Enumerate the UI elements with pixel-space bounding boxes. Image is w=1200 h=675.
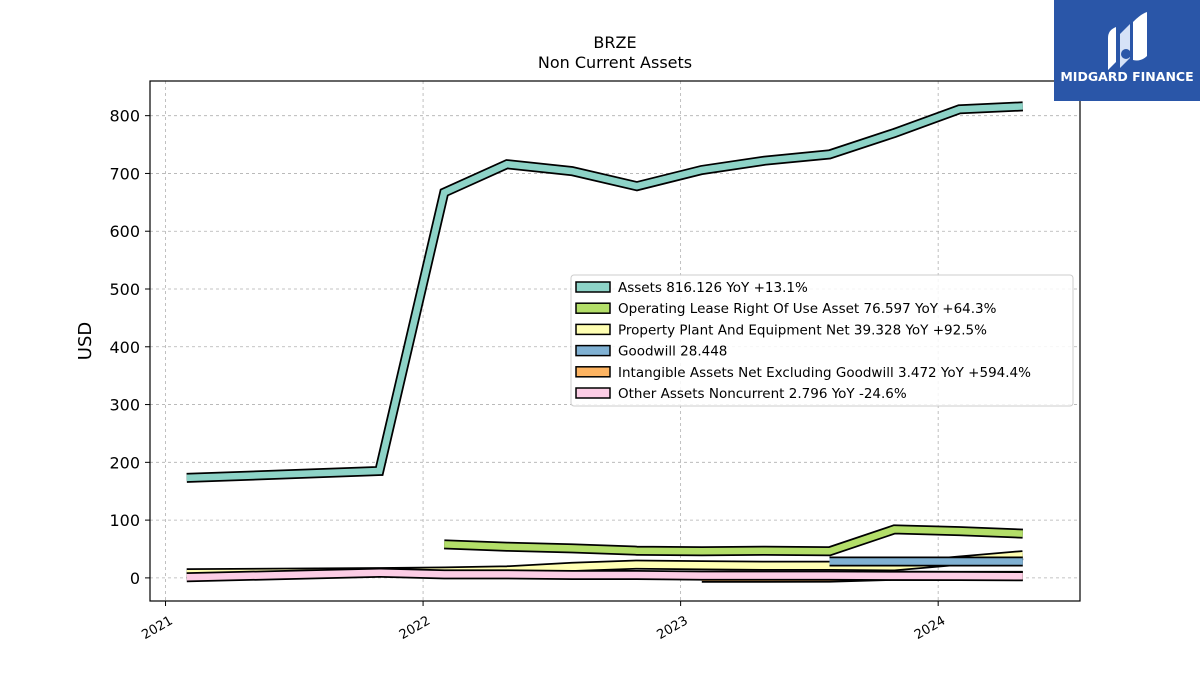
y-tick-label: 500 xyxy=(109,280,140,299)
legend-label: Other Assets Noncurrent 2.796 YoY -24.6% xyxy=(618,386,907,402)
x-tick-label: 2023 xyxy=(654,613,690,643)
legend-label: Assets 816.126 YoY +13.1% xyxy=(618,280,808,296)
series-line-fill xyxy=(186,569,1023,581)
legend-swatch xyxy=(575,344,611,357)
plot-frame xyxy=(149,80,1081,602)
y-tick-label: 100 xyxy=(109,511,140,530)
y-tick-label: 800 xyxy=(109,107,140,126)
chart-subtitle: Non Current Assets xyxy=(538,53,692,72)
logo: MIDGARD FINANCE xyxy=(1054,0,1200,101)
series-line xyxy=(444,524,1023,557)
logo-text: MIDGARD FINANCE xyxy=(1060,69,1193,84)
legend-box xyxy=(570,274,1074,407)
legend-swatch xyxy=(575,281,611,293)
series-line xyxy=(186,101,1024,483)
legend-label: Goodwill 28.448 xyxy=(618,344,727,360)
series-line-fill xyxy=(444,526,1023,555)
y-tick-label: 200 xyxy=(109,453,140,472)
series-line-fill xyxy=(186,103,1023,482)
chart-title: BRZE xyxy=(593,33,636,52)
legend-swatch xyxy=(575,387,611,399)
legend-swatch xyxy=(575,302,611,314)
y-axis-title: USD xyxy=(75,322,96,360)
y-tick-label: 700 xyxy=(109,164,140,183)
legend-swatch xyxy=(575,366,611,378)
legend: Assets 816.126 YoY +13.1% Operating Lease… xyxy=(570,274,1074,407)
x-tick-label: 2021 xyxy=(139,613,175,643)
y-tick-label: 0 xyxy=(130,569,140,588)
y-tick-label: 400 xyxy=(109,338,140,357)
logo-mark-icon xyxy=(1108,12,1147,70)
legend-label: Intangible Assets Net Excluding Goodwill… xyxy=(618,365,1031,381)
series-lines xyxy=(186,101,1024,583)
x-tick-label: 2022 xyxy=(397,613,433,643)
y-tick-label: 300 xyxy=(109,396,140,415)
legend-label: Property Plant And Equipment Net 39.328 … xyxy=(618,322,987,338)
y-tick-label: 600 xyxy=(109,222,140,241)
series-line xyxy=(186,567,1023,583)
legend-label: Operating Lease Right Of Use Asset 76.59… xyxy=(618,301,997,317)
legend-swatch xyxy=(575,323,611,336)
x-tick-label: 2024 xyxy=(912,613,948,643)
